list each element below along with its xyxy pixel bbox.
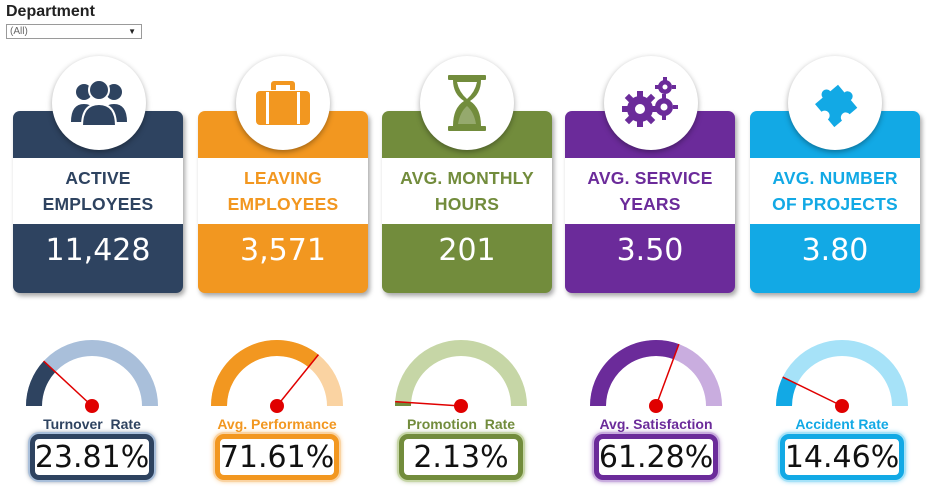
- department-dropdown-value: (All): [10, 26, 28, 37]
- gauge-avg-performance: [197, 330, 357, 420]
- kpi-card-title: ACTIVE EMPLOYEES: [13, 158, 183, 224]
- gauge-needle: [655, 343, 680, 407]
- value-box-avg-satisfaction: 61.28%: [594, 434, 718, 480]
- gauge-needle: [276, 354, 320, 407]
- kpi-card-avg-service-years: AVG. SERVICE YEARS 3.50: [565, 111, 735, 293]
- gauge-accident-rate: [762, 330, 922, 420]
- kpi-value: 3,571: [240, 233, 326, 268]
- gauge-svg: [395, 340, 527, 413]
- kpi-card-title: LEAVING EMPLOYEES: [198, 158, 368, 224]
- value-box-turnover-rate: 23.81%: [30, 434, 154, 480]
- gauge-pivot: [835, 399, 849, 413]
- chevron-down-icon: ▼: [128, 27, 136, 36]
- department-dropdown[interactable]: (All) ▼: [6, 24, 142, 39]
- department-filter-title: Department: [6, 3, 95, 20]
- gauge-svg: [26, 340, 158, 413]
- gauge-needle: [43, 360, 93, 407]
- kpi-card-title: AVG. NUMBER OF PROJECTS: [750, 158, 920, 224]
- gauge-pivot: [270, 399, 284, 413]
- gauge-pivot: [454, 399, 468, 413]
- gauge-label-promotion-rate: Promotion Rate: [406, 416, 516, 432]
- gauge-promotion-rate: [381, 330, 541, 420]
- gauge-track: [776, 340, 908, 407]
- gauge-label-turnover-rate: Turnover Rate: [43, 416, 141, 432]
- value-box-avg-performance: 71.61%: [215, 434, 339, 480]
- gauge-fill: [211, 340, 319, 407]
- gauge-avg-satisfaction: [576, 330, 736, 420]
- kpi-value: 11,428: [45, 233, 151, 268]
- gauge-fill: [776, 377, 798, 407]
- kpi-card-title: AVG. SERVICE YEARS: [565, 158, 735, 224]
- kpi-card-avg-monthly-hours: AVG. MONTHLY HOURS 201: [382, 111, 552, 293]
- gauge-track: [395, 340, 527, 407]
- gauge-fill: [590, 340, 679, 407]
- gauge-pivot: [649, 399, 663, 413]
- value-box-promotion-rate: 2.13%: [399, 434, 523, 480]
- kpi-card-title: AVG. MONTHLY HOURS: [382, 158, 552, 224]
- kpi-value: 3.80: [801, 233, 869, 268]
- gauge-svg: [590, 340, 722, 413]
- gauge-pivot: [85, 399, 99, 413]
- people-icon: [52, 56, 146, 150]
- puzzle-icon: [788, 56, 882, 150]
- value-box-accident-rate: 14.46%: [780, 434, 904, 480]
- gauge-needle: [395, 400, 462, 407]
- gauge-fill: [26, 361, 56, 407]
- gauge-svg: [776, 340, 908, 413]
- briefcase-icon: [236, 56, 330, 150]
- kpi-value: 3.50: [616, 233, 684, 268]
- gauge-track: [26, 340, 158, 407]
- gauge-needle: [782, 376, 843, 407]
- gauge-svg: [211, 340, 343, 413]
- gauge-label-accident-rate: Accident Rate: [795, 416, 889, 432]
- kpi-value: 201: [438, 233, 496, 268]
- gears-icon: [604, 56, 698, 150]
- gauge-label-avg-performance: Avg. Performance: [217, 416, 337, 432]
- gauge-turnover-rate: [12, 330, 172, 420]
- hourglass-icon: [420, 56, 514, 150]
- gauge-label-avg-satisfaction: Avg. Satisfaction: [599, 416, 713, 432]
